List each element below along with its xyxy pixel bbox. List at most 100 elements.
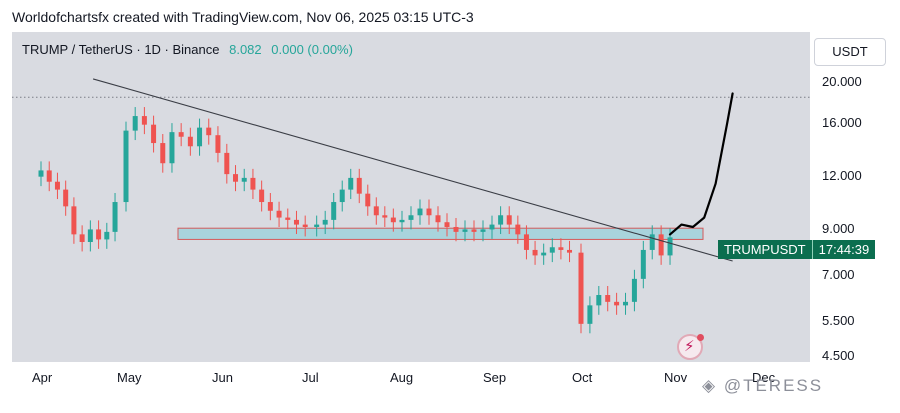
header: Worldofchartsfx created with TradingView… — [0, 0, 900, 32]
x-tick-label: Nov — [664, 370, 688, 385]
candle-body — [489, 224, 495, 230]
candle-body — [160, 143, 166, 164]
candle-body — [54, 181, 60, 190]
candle-body — [79, 234, 85, 242]
candle-body — [417, 208, 423, 216]
candle-body — [293, 219, 299, 225]
candle-body — [631, 278, 637, 302]
watermark-logo-icon: ◈ — [702, 376, 718, 395]
last-price: 8.082 — [229, 42, 262, 57]
currency-button[interactable]: USDT — [814, 38, 886, 66]
projection-path — [668, 92, 734, 236]
candle-body — [267, 202, 273, 211]
x-tick-label: Oct — [572, 370, 593, 385]
candle-body — [87, 229, 93, 242]
y-tick-label: 5.500 — [822, 313, 855, 328]
candle-body — [515, 224, 521, 235]
symbol-legend[interactable]: TRUMP / TetherUS · 1D · Binance 8.082 0.… — [22, 42, 353, 57]
watermark: ◈ @TERESS — [702, 376, 823, 396]
candle-body — [250, 177, 256, 190]
candle-body — [339, 189, 345, 203]
candle-body — [426, 208, 432, 216]
y-tick-label: 7.000 — [822, 267, 855, 282]
candle-body — [302, 224, 308, 227]
candle-body — [365, 193, 371, 207]
candle-body — [549, 247, 555, 253]
candle-body — [605, 295, 611, 302]
candle-body — [587, 305, 593, 324]
candle-body — [38, 170, 44, 177]
candle-body — [322, 219, 328, 225]
candle-body — [523, 234, 529, 250]
candle-body — [558, 247, 564, 250]
candle-body — [435, 215, 441, 223]
price-tag-symbol: TRUMPUSDT — [724, 242, 806, 257]
price-tag: TRUMPUSDT 17:44:39 — [718, 240, 876, 259]
candle-body — [567, 249, 573, 253]
candle-body — [382, 215, 388, 218]
y-tick-label: 9.000 — [822, 221, 855, 236]
candle-body — [224, 152, 230, 175]
time-axis[interactable] — [12, 362, 900, 413]
x-tick-label: Aug — [390, 370, 414, 385]
candle-body — [578, 252, 584, 324]
candle-body — [112, 202, 118, 232]
candle-body — [356, 177, 362, 194]
candle-body — [206, 127, 212, 136]
symbol-name: TRUMP / TetherUS · 1D · Binance — [22, 42, 220, 57]
resistance-zone — [177, 227, 704, 240]
candle-body — [71, 206, 77, 235]
candle-body — [506, 215, 512, 225]
x-tick-label: Jun — [212, 370, 233, 385]
candle-body — [541, 252, 547, 256]
chart-plot-area[interactable] — [12, 32, 810, 362]
candle-body — [596, 295, 602, 306]
candle-body — [331, 202, 337, 220]
candle-body — [178, 132, 184, 137]
candle-body — [667, 237, 673, 256]
y-tick-label: 16.000 — [822, 115, 862, 130]
candle-body — [408, 215, 414, 220]
x-tick-label: Jul — [302, 370, 319, 385]
y-tick-label: 20.000 — [822, 74, 862, 89]
candle-body — [498, 215, 504, 225]
candle-body — [453, 226, 459, 232]
candle-body — [169, 132, 175, 164]
candle-body — [151, 124, 157, 144]
candle-body — [241, 177, 247, 182]
y-tick-label: 12.000 — [822, 168, 862, 183]
candle-body — [314, 224, 320, 227]
x-tick-label: May — [117, 370, 142, 385]
candle-body — [480, 229, 486, 232]
candle-body — [399, 219, 405, 223]
x-tick-label: Sep — [483, 370, 507, 385]
candle-body — [390, 217, 396, 223]
candle-body — [348, 177, 354, 190]
candle-body — [141, 116, 147, 125]
candle-body — [471, 229, 477, 232]
lightning-bolt-icon: ⚡ — [684, 337, 695, 355]
candle-body — [233, 174, 239, 182]
price-tag-countdown: 17:44:39 — [811, 240, 876, 259]
candle-body — [373, 206, 379, 216]
candle-body — [132, 116, 138, 131]
watermark-text: @TERESS — [723, 376, 824, 395]
notification-dot-icon — [697, 334, 704, 341]
price-axis[interactable] — [810, 32, 900, 362]
candle-body — [197, 127, 203, 147]
candle-body — [123, 130, 129, 203]
trendline — [92, 78, 733, 262]
y-tick-label: 4.500 — [822, 348, 855, 363]
candle-body — [104, 231, 110, 240]
candle-body — [276, 210, 282, 218]
candle-body — [46, 170, 52, 182]
candle-body — [614, 301, 620, 306]
candle-body — [187, 136, 193, 147]
attribution-text: Worldofchartsfx created with TradingView… — [12, 9, 474, 25]
candle-body — [215, 135, 221, 153]
candle-body — [285, 217, 291, 220]
candlestick-chart[interactable] — [12, 32, 810, 362]
candle-body — [444, 222, 450, 227]
x-tick-label: Apr — [32, 370, 53, 385]
candle-body — [532, 249, 538, 256]
